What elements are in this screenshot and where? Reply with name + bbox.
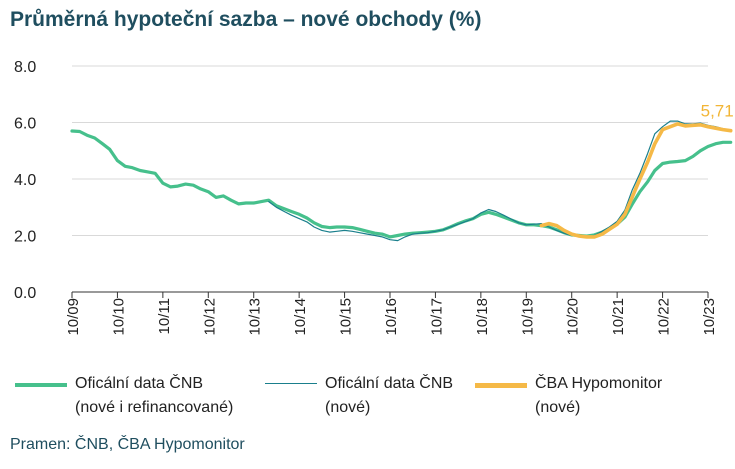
x-axis-ticks: 10/09 10/10 10/11 10/12 10/13 10/14 10/15 10/16… [65, 292, 718, 336]
x-tick-label: 10/13 [247, 298, 264, 336]
series-lines [70, 120, 733, 242]
legend-sublabel: (nové i refinancované) [75, 399, 234, 416]
x-tick-label: 10/12 [201, 298, 218, 336]
x-tick-label: 10/16 [383, 298, 400, 336]
x-tick-label: 10/17 [428, 298, 445, 336]
legend-label: Oficální data ČNB [75, 375, 204, 392]
x-tick-label: 10/18 [474, 298, 491, 336]
x-tick-label: 10/23 [701, 298, 718, 336]
legend-label: Oficální data ČNB [325, 375, 454, 392]
legend-sublabel: (nové) [325, 399, 371, 416]
x-tick-label: 10/19 [519, 298, 536, 336]
legend-sublabel: (nové) [535, 399, 581, 416]
chart-title: Průměrná hypoteční sazba – nové obchody … [10, 8, 482, 31]
series-line-2 [268, 120, 724, 242]
legend-label: ČBA Hypomonitor [535, 375, 663, 392]
x-tick-label: 10/15 [338, 298, 355, 336]
x-tick-label: 10/21 [610, 298, 627, 336]
y-tick-label: 6.0 [14, 116, 36, 133]
legend-swatch-cba [475, 383, 527, 388]
series-line-1 [70, 129, 733, 239]
annotations: 5,71 [701, 102, 734, 121]
gridlines [72, 65, 708, 236]
source-note: Pramen: ČNB, ČBA Hypomonitor [10, 436, 245, 453]
x-tick-label: 10/22 [656, 298, 673, 336]
y-tick-label: 2.0 [14, 229, 36, 246]
end-value-label: 5,71 [701, 102, 734, 121]
y-tick-label: 0.0 [14, 285, 36, 302]
line-chart: 0.0 2.0 4.0 6.0 8.0 10/09 10/10 10/11 10/12 10/1… [14, 59, 734, 336]
legend-swatch-cnb-total [15, 383, 67, 387]
series-line-3 [539, 122, 733, 239]
x-tick-label: 10/14 [292, 298, 309, 336]
x-tick-label: 10/09 [65, 298, 82, 336]
y-axis-ticks: 0.0 2.0 4.0 6.0 8.0 [14, 59, 36, 302]
x-tick-label: 10/10 [110, 298, 127, 336]
x-tick-label: 10/11 [156, 298, 173, 334]
y-tick-label: 8.0 [14, 59, 36, 76]
y-tick-label: 4.0 [14, 172, 36, 189]
legend-swatch-cnb-new [265, 383, 317, 384]
x-tick-label: 10/20 [565, 298, 582, 336]
